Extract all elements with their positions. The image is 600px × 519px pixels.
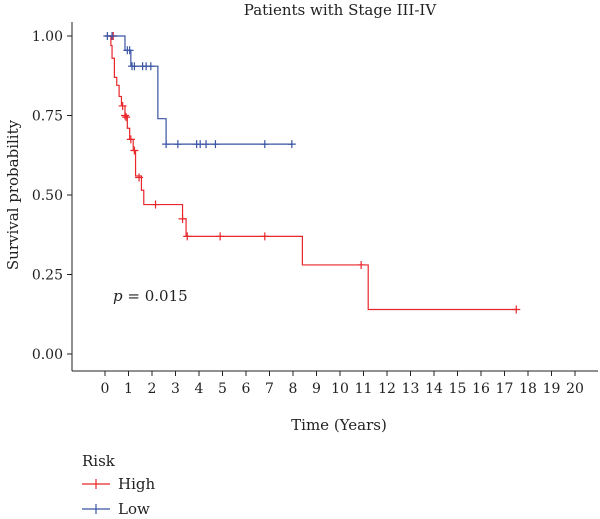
x-axis-label: Time (Years) (291, 416, 387, 434)
y-axis-label: Survival probability (4, 119, 22, 270)
chart-title: Patients with Stage III-IV (244, 1, 438, 19)
legend-items: High Low (82, 475, 155, 518)
censor-mark (130, 146, 139, 155)
legend-title: Risk (82, 452, 116, 470)
censor-mark (260, 232, 269, 241)
x-tick-label: 17 (496, 381, 514, 397)
y-tick-label: 0.00 (32, 347, 63, 363)
p-symbol: p (113, 287, 123, 305)
series-layer (103, 32, 521, 314)
censor-mark (183, 232, 192, 241)
x-tick-label: 5 (218, 381, 227, 397)
x-axis-ticks: 0 1 2 3 4 5 6 7 8 9 10 11 12 13 14 15 16 17 18 19 20 (101, 371, 584, 397)
legend: Risk High Low (82, 452, 155, 518)
x-tick-label: 20 (566, 381, 584, 397)
censor-mark (357, 260, 366, 269)
censor-mark (120, 111, 129, 120)
x-tick-label: 8 (289, 381, 298, 397)
x-tick-label: 10 (331, 381, 349, 397)
censor-mark (178, 214, 187, 223)
x-tick-label: 7 (265, 381, 274, 397)
censor-mark (162, 140, 171, 149)
censor-mark (151, 200, 160, 209)
legend-swatch (82, 504, 110, 514)
p-value-annotation: p = 0.015 (113, 287, 188, 305)
x-tick-label: 16 (472, 381, 490, 397)
legend-item-high: High (82, 475, 155, 493)
series-low (103, 32, 296, 149)
y-tick-label: 0.50 (32, 188, 63, 204)
censor-mark (146, 62, 155, 71)
y-tick-label: 0.75 (32, 109, 63, 125)
survival-curve-high (105, 35, 517, 311)
survival-curve-low (105, 35, 293, 145)
y-tick-label: 0.25 (32, 268, 63, 284)
x-tick-label: 12 (378, 381, 396, 397)
legend-label: Low (118, 500, 150, 518)
x-tick-label: 9 (312, 381, 321, 397)
x-tick-label: 2 (148, 381, 157, 397)
censor-mark (135, 173, 144, 182)
censor-mark (260, 140, 269, 149)
x-tick-label: 4 (195, 381, 204, 397)
censor-mark (122, 113, 131, 122)
legend-swatch (82, 479, 110, 489)
x-tick-label: 19 (543, 381, 561, 397)
censor-mark (173, 140, 182, 149)
x-tick-label: 3 (171, 381, 180, 397)
x-tick-label: 14 (425, 381, 443, 397)
x-tick-label: 15 (449, 381, 467, 397)
censor-mark (126, 135, 135, 144)
x-tick-label: 0 (101, 381, 110, 397)
censor-mark (125, 46, 134, 55)
censor-mark (216, 232, 225, 241)
legend-label: High (118, 475, 155, 493)
censor-mark (202, 140, 211, 149)
p-value-text: = 0.015 (123, 287, 188, 305)
x-tick-label: 18 (519, 381, 537, 397)
y-axis-ticks: 0.00 0.25 0.50 0.75 1.00 (32, 29, 72, 363)
y-tick-label: 1.00 (32, 29, 63, 45)
x-tick-label: 11 (355, 381, 373, 397)
x-tick-label: 6 (242, 381, 251, 397)
censor-mark (130, 62, 139, 71)
censor-mark (287, 140, 296, 149)
legend-item-low: Low (82, 500, 150, 518)
censor-mark (512, 305, 521, 314)
censor-mark (108, 32, 117, 40)
censor-mark (118, 101, 127, 110)
censor-mark (211, 140, 220, 149)
x-tick-label: 1 (124, 381, 133, 397)
series-high (105, 32, 521, 314)
x-tick-label: 13 (402, 381, 420, 397)
